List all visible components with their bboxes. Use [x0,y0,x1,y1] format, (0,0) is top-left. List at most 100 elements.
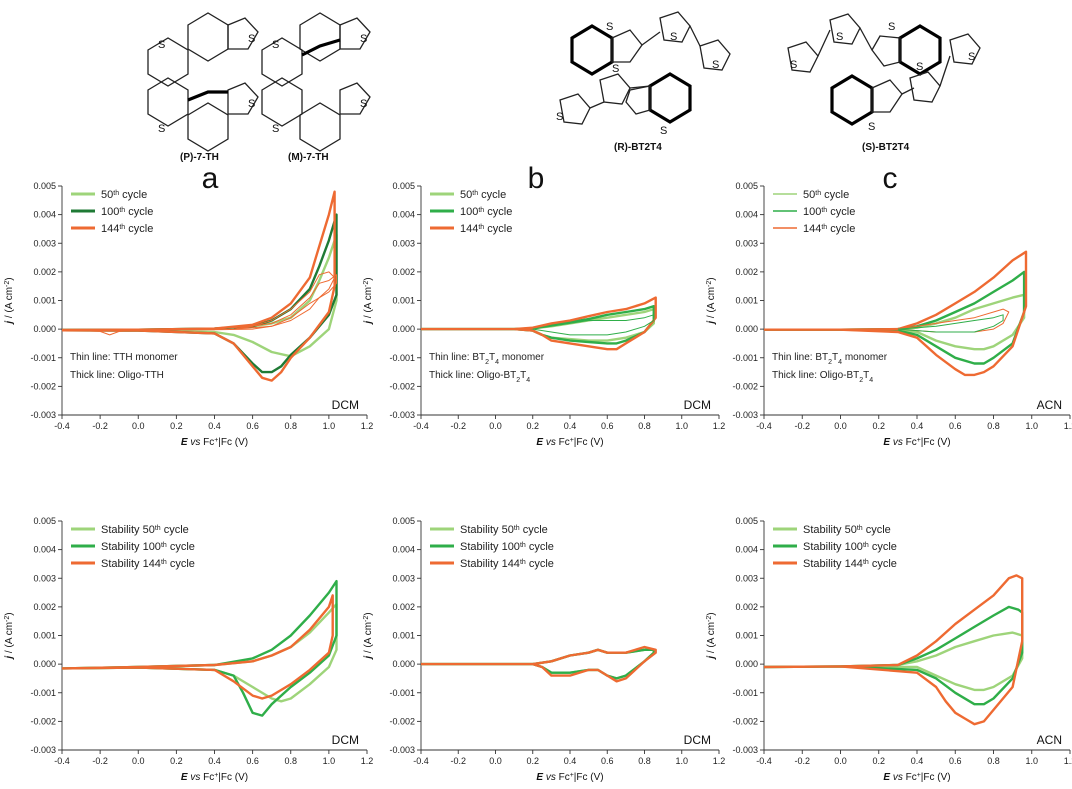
y-tick-label: 0.001 [735,296,758,306]
legend-label: Stability 144th cycle [803,558,897,570]
y-tick-label: 0.000 [735,324,758,334]
y-tick-label: 0.001 [392,296,415,306]
sulfur-atom: S [888,21,895,33]
solvent-label: DCM [332,733,359,747]
legend-label: Stability 100th cycle [101,541,195,553]
y-tick-label: 0.005 [33,516,56,526]
x-tick-label: 0.4 [208,421,221,431]
molecule-s-bt2t4: S S S S S S [787,13,981,133]
y-tick-label: 0.004 [33,545,56,555]
sulfur-atom: S [670,31,677,43]
molecule-label-m-7-th: (M)-7-TH [288,152,329,163]
y-tick-label: -0.003 [30,745,56,755]
panel-letter: b [528,162,545,195]
x-tick-label: 0.6 [246,756,259,766]
y-tick-label: 0.000 [392,324,415,334]
y-tick-label: 0.002 [33,602,56,612]
x-tick-label: -0.2 [794,756,810,766]
x-tick-label: 1.2 [361,421,374,431]
y-tick-label: 0.005 [735,516,758,526]
x-tick-label: 1.0 [1025,421,1038,431]
cv-panel-c-stability: -0.4 -0.2 0.0 0.2 0.4 0.6 0.8 1.0 1.2 -0.003 -0.00… [706,516,1072,783]
solvent-label: ACN [1037,398,1062,412]
x-axis-title: E vs Fc+|Fc (V) [883,437,950,449]
legend-label: Stability 100th cycle [460,541,554,553]
x-tick-label: 1.2 [713,756,726,766]
cv-panel-b: -0.4 -0.2 0.0 0.2 0.4 0.6 0.8 1.0 1.2 -0.003 -0.00… [363,162,726,448]
legend-label: 50th cycle [101,189,147,201]
y-tick-label: 0.001 [392,631,415,641]
legend-label: Stability 50th cycle [803,524,891,536]
molecule-label-r-bt2t4: (R)-BT2T4 [614,142,662,153]
y-axis-title: j / (A cm-2) [706,277,718,325]
x-tick-label: -0.2 [92,756,108,766]
x-tick-label: 0.2 [526,421,539,431]
annotation-note: Thin line: BT2T4 monomer [772,352,888,366]
x-tick-label: 0.0 [834,756,847,766]
molecule-p-7-th: S S S S [147,12,259,152]
x-tick-label: 1.0 [323,756,336,766]
sulfur-atom: S [556,111,563,123]
y-axis-title: j / (A cm-2) [4,612,16,660]
y-axis-title: j / (A cm-2) [4,277,16,325]
y-tick-label: -0.002 [389,716,415,726]
x-tick-label: 0.8 [987,756,1000,766]
molecule-m-7-th: S S S S [261,12,371,152]
y-tick-label: 0.002 [392,602,415,612]
sulfur-atom: S [272,123,279,135]
legend-label: 50th cycle [460,189,506,201]
x-tick-label: 0.8 [638,756,651,766]
series-line [764,631,1024,692]
y-tick-label: 0.003 [392,238,415,248]
panel-letter: a [202,162,219,195]
y-tick-label: 0.002 [735,602,758,612]
x-tick-label: -0.2 [92,421,108,431]
y-tick-label: -0.003 [732,745,758,755]
series-line [62,602,338,703]
y-tick-label: -0.002 [732,716,758,726]
y-tick-label: 0.004 [33,210,56,220]
y-tick-label: 0.002 [735,267,758,277]
x-tick-label: 0.2 [872,756,885,766]
molecule-label-p-7-th: (P)-7-TH [180,152,219,163]
legend-label: 100th cycle [803,206,855,218]
x-tick-label: -0.2 [794,421,810,431]
series-line [764,250,1028,377]
x-tick-label: 1.0 [675,421,688,431]
annotation-note: Thick line: Oligo-BT2T4 [429,370,530,384]
y-tick-label: 0.000 [735,659,758,669]
y-tick-label: -0.002 [732,381,758,391]
x-tick-label: 0.4 [911,756,924,766]
y-tick-label: -0.003 [30,410,56,420]
series-line [62,271,336,336]
x-tick-label: 0.6 [601,756,614,766]
x-axis-title: E vs Fc+|Fc (V) [883,772,950,784]
x-tick-label: 0.0 [834,421,847,431]
x-tick-label: 0.6 [246,421,259,431]
x-tick-label: 0.0 [489,421,502,431]
y-axis-title: j / (A cm-2) [363,277,375,325]
y-axis-title: j / (A cm-2) [363,612,375,660]
y-tick-label: 0.004 [735,210,758,220]
y-tick-label: -0.003 [389,745,415,755]
solvent-label: ACN [1037,733,1062,747]
solvent-label: DCM [332,398,359,412]
x-tick-label: 0.4 [564,421,577,431]
sulfur-atom: S [660,125,667,137]
annotation-note: Thin line: BT2T4 monomer [429,352,545,366]
sulfur-atom: S [360,33,367,45]
y-tick-label: 0.005 [33,181,56,191]
y-tick-label: 0.000 [33,659,56,669]
y-tick-label: 0.001 [33,631,56,641]
x-tick-label: 0.4 [564,756,577,766]
legend-label: 100th cycle [101,206,153,218]
sulfur-atom: S [968,51,975,63]
annotation-note: Thick line: Oligo-TTH [70,370,164,381]
series-line [62,579,338,717]
y-tick-label: -0.002 [30,381,56,391]
legend-label: Stability 144th cycle [460,558,554,570]
legend-label: 144th cycle [460,223,512,235]
sulfur-atom: S [248,98,255,110]
x-tick-label: -0.4 [413,756,429,766]
x-tick-label: 1.2 [713,421,726,431]
